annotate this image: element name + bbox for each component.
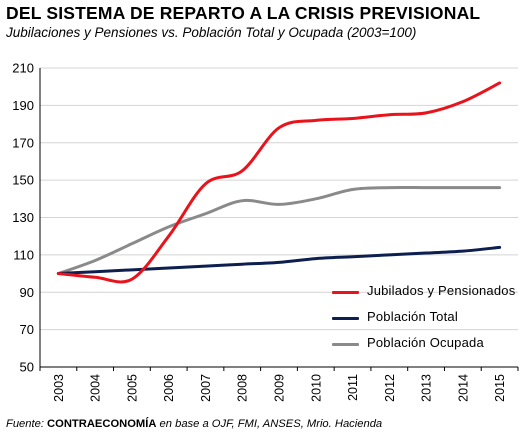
x-tick-label-2006: 2006 xyxy=(162,374,176,402)
legend-swatch xyxy=(332,291,359,294)
legend-swatch xyxy=(332,317,359,320)
y-tick-label-130: 130 xyxy=(12,210,34,225)
footer-suffix: en base a OJF, FMI, ANSES, Mrio. Haciend… xyxy=(156,418,383,430)
x-tick-label-2004: 2004 xyxy=(89,374,103,402)
grid-lines xyxy=(40,67,518,331)
legend-label: Población Total xyxy=(367,309,458,324)
x-tick-label-2015: 2015 xyxy=(493,374,507,402)
x-tick-label-2012: 2012 xyxy=(383,374,397,402)
y-tick-labels: 50 70 90 110 130 150 170 190 210 xyxy=(12,61,34,375)
x-tick-label-2014: 2014 xyxy=(456,374,470,402)
y-tick-label-110: 110 xyxy=(13,247,34,262)
footer-brand: CONTRAECONOMÍA xyxy=(47,418,157,430)
y-tick-label-150: 150 xyxy=(12,173,34,188)
series-lines xyxy=(56,81,502,284)
x-tick-labels: 2003 2004 2005 2006 2007 2008 2009 2010 2011 2012… xyxy=(52,374,507,402)
y-tick-label-50: 50 xyxy=(20,360,34,375)
chart-subtitle: Jubilaciones y Pensiones vs. Población T… xyxy=(6,25,417,40)
chart-title: DEL SISTEMA DE REPARTO A LA CRISIS PREVI… xyxy=(6,3,481,23)
footer-prefix: Fuente: xyxy=(6,418,48,430)
series-line-jubilados-y-pensionados xyxy=(56,81,502,284)
x-tick-label-2013: 2013 xyxy=(420,374,434,402)
axes xyxy=(39,68,519,371)
y-tick-label-190: 190 xyxy=(12,98,34,113)
series-line-poblacion-total xyxy=(56,245,502,276)
y-tick-label-210: 210 xyxy=(12,61,34,76)
legend-label: Población Ocupada xyxy=(367,335,484,350)
series-line-poblacion-ocupada xyxy=(56,185,502,276)
x-tick-label-2003: 2003 xyxy=(52,374,66,402)
x-tick-label-2010: 2010 xyxy=(309,374,323,402)
y-tick-label-70: 70 xyxy=(20,322,34,337)
x-tick-label-2011: 2011 xyxy=(346,374,360,401)
x-tick-label-2008: 2008 xyxy=(236,374,250,402)
source-footer: Fuente: CONTRAECONOMÍA en base a OJF, FM… xyxy=(6,418,382,430)
x-tick-label-2005: 2005 xyxy=(125,374,139,402)
y-tick-label-90: 90 xyxy=(20,285,34,300)
y-tick-label-170: 170 xyxy=(12,135,34,150)
x-tick-label-2007: 2007 xyxy=(199,374,213,402)
x-tick-label-2009: 2009 xyxy=(273,374,287,402)
legend-label: Jubilados y Pensionados xyxy=(367,283,516,298)
legend-swatch xyxy=(332,343,359,346)
